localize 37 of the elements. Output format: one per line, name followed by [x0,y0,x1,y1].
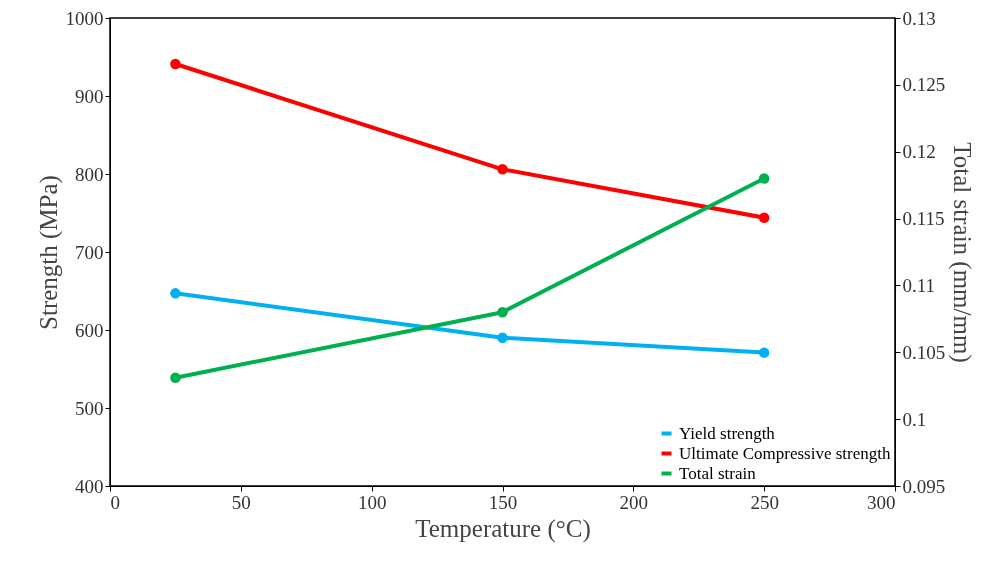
y-axis-title: Strength (MPa) [34,175,63,330]
point [170,288,181,299]
y2-axis-title: Total strain (mm/mm) [948,142,977,363]
point [758,173,770,184]
point [758,347,770,358]
y2-tick-label: 0.1 [902,408,927,430]
legend-label: Yield strength [679,423,776,443]
x-tick-label: 50 [231,491,251,513]
point [497,164,508,175]
point [170,372,181,383]
x-tick-label: 250 [750,491,779,513]
y-tick-label: 1000 [65,7,104,29]
point [497,306,508,318]
x-tick-label: 300 [867,491,896,513]
y2-tick-label: 0.13 [902,7,936,29]
x-tick-label: 200 [619,491,649,513]
y2-tick-label: 0.12 [902,141,936,163]
y2-tick-label: 0.105 [902,341,946,363]
point [497,332,508,344]
x-tick-label: 150 [488,491,518,513]
y-tick-label: 800 [75,163,104,185]
y-tick-label: 500 [75,397,104,419]
y2-tick-label: 0.095 [902,475,946,497]
y-tick-label: 400 [75,475,104,497]
legend-label: Total strain [679,463,757,483]
point [170,58,181,70]
y-tick-label: 700 [75,241,104,263]
y2-tick-label: 0.11 [902,274,936,296]
x-axis-title: Temperature (°C) [415,514,591,543]
x-tick-label: 100 [357,491,387,513]
x-tick-label: 0 [110,491,120,513]
y-tick-label: 600 [75,319,104,341]
legend-label: Ultimate Compressive strength [679,443,892,463]
y2-tick-label: 0.115 [902,208,945,230]
y-tick-label: 900 [75,85,104,107]
point [758,212,770,223]
y2-tick-label: 0.125 [902,74,946,96]
